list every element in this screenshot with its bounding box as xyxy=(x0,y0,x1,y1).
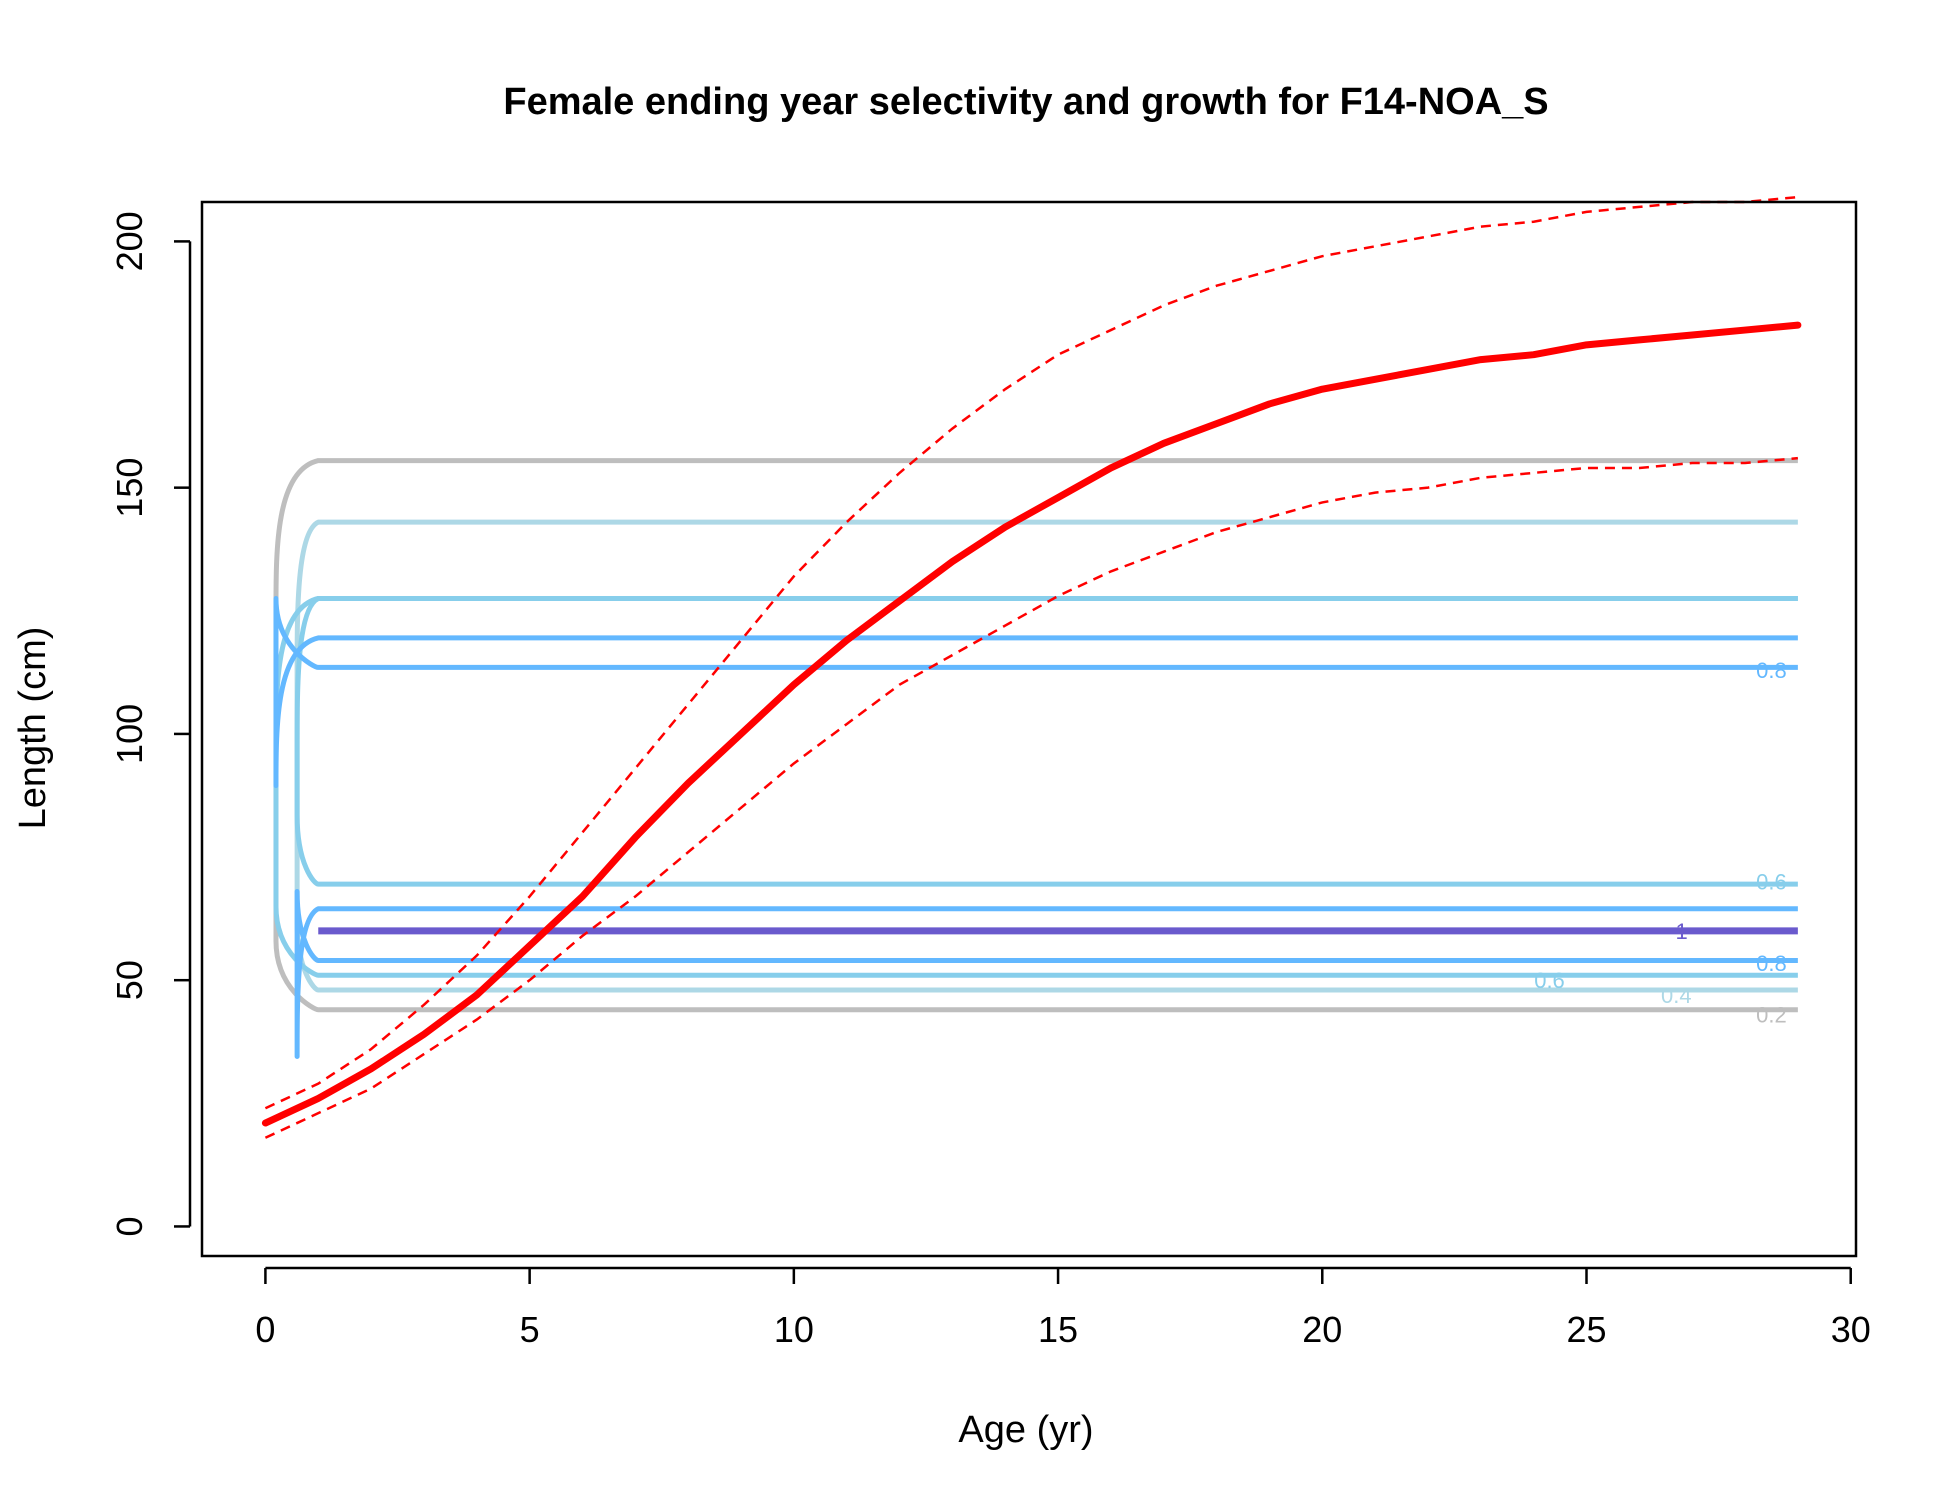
contour-label: 0.4 xyxy=(1661,983,1692,1008)
y-axis-label: Length (cm) xyxy=(12,627,54,830)
x-tick-label: 25 xyxy=(1566,1309,1606,1350)
growth-curves xyxy=(261,195,1802,1139)
y-tick-label: 200 xyxy=(109,211,150,271)
contour-label: 0.8 xyxy=(1756,658,1787,683)
contour-line xyxy=(294,889,1798,1060)
x-tick-label: 0 xyxy=(255,1309,275,1350)
y-tick-label: 100 xyxy=(109,704,150,764)
contour-line xyxy=(294,595,1798,887)
growth-upper-line xyxy=(264,195,1798,1110)
x-tick-label: 20 xyxy=(1302,1309,1342,1350)
contour-label: 1 xyxy=(1675,919,1687,944)
x-tick-label: 30 xyxy=(1831,1309,1871,1350)
chart-title: Female ending year selectivity and growt… xyxy=(503,81,1548,123)
y-tick-label: 0 xyxy=(109,1216,150,1236)
growth-lower-line xyxy=(264,456,1798,1139)
selectivity-contours: 0.2 0.4 0.6 0.6 0.8 0.8 1 xyxy=(273,458,1798,1060)
y-tick-label: 150 xyxy=(109,458,150,518)
x-axis-label: Age (yr) xyxy=(958,1409,1093,1451)
x-tick-label: 5 xyxy=(520,1309,540,1350)
contour-label: 0.8 xyxy=(1756,951,1787,976)
contour-label: 0.6 xyxy=(1756,870,1787,895)
axes: 0 5 10 15 20 25 30 0 50 100 150 200 xyxy=(109,211,1871,1350)
x-tick-label: 15 xyxy=(1038,1309,1078,1350)
y-tick-label: 50 xyxy=(109,960,150,1000)
contour-label: 0.2 xyxy=(1756,1003,1787,1028)
contour-line xyxy=(273,458,1798,1013)
contour-line xyxy=(273,595,1798,789)
x-tick-label: 10 xyxy=(774,1309,814,1350)
contour-line xyxy=(294,519,1798,993)
contour-line xyxy=(273,595,1798,978)
contour-label: 0.6 xyxy=(1534,968,1565,993)
growth-mean-line xyxy=(261,321,1802,1127)
plot-frame xyxy=(200,200,1858,1258)
